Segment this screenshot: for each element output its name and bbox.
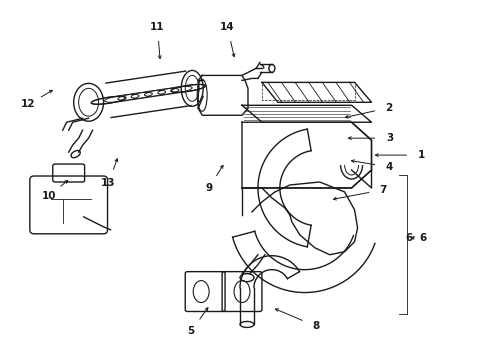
Text: 10: 10 xyxy=(42,191,57,201)
Text: 6: 6 xyxy=(406,233,413,243)
Text: 12: 12 xyxy=(21,99,36,109)
Text: 7: 7 xyxy=(380,185,387,195)
Text: 6: 6 xyxy=(419,233,427,243)
Text: 8: 8 xyxy=(312,321,319,331)
Text: 1: 1 xyxy=(417,150,425,160)
Text: 5: 5 xyxy=(188,326,195,336)
Text: 4: 4 xyxy=(386,162,393,172)
Text: 13: 13 xyxy=(101,178,116,188)
Text: 9: 9 xyxy=(205,183,212,193)
Text: 3: 3 xyxy=(386,133,393,143)
Text: 11: 11 xyxy=(150,22,165,32)
Text: 14: 14 xyxy=(220,22,235,32)
Text: 2: 2 xyxy=(386,103,393,113)
